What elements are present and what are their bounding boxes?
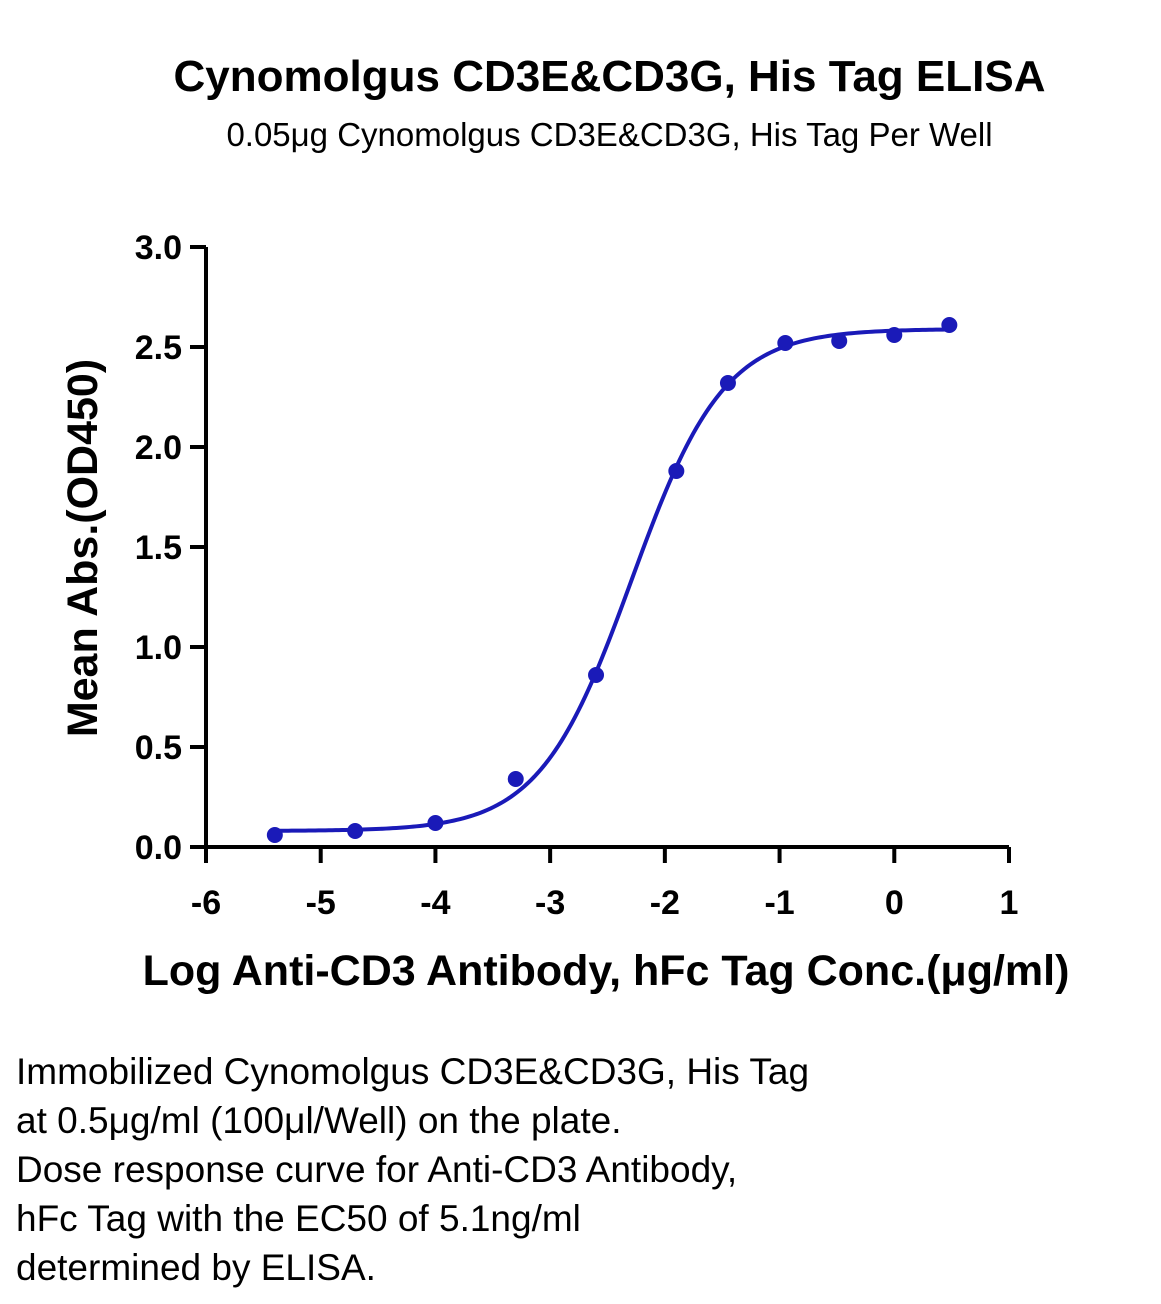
x-tick-label: -3: [535, 884, 565, 922]
y-tick-label: 3.0: [135, 229, 182, 267]
x-tick-label: -1: [764, 884, 794, 922]
elisa-chart: 0.0 0.5 1.0 1.5 2.0 2.5 3.0 -6 -5 -4 -3 -2 -1 0 1 Log …: [59, 229, 1070, 995]
data-point: [588, 667, 605, 683]
y-tick-label: 2.5: [135, 329, 182, 367]
fit-curve-layer: [274, 327, 950, 833]
caption-line: Immobilized Cynomolgus CD3E&CD3G, His Ta…: [16, 1051, 810, 1092]
figure-caption: Immobilized Cynomolgus CD3E&CD3G, His Ta…: [16, 1047, 809, 1292]
data-point: [347, 823, 364, 839]
data-point: [266, 827, 283, 843]
data-point: [719, 375, 736, 391]
x-axis-label: Log Anti-CD3 Antibody, hFc Tag Conc.(μg/…: [143, 947, 1070, 995]
x-tick-label: 0: [885, 884, 904, 922]
x-tick-label: -4: [420, 884, 450, 922]
x-tick-label: -6: [191, 884, 221, 922]
x-tick-label: -2: [650, 884, 680, 922]
fit-curve: [274, 327, 950, 833]
caption-line: hFc Tag with the EC50 of 5.1ng/ml: [16, 1198, 581, 1239]
chart-subtitle: 0.05μg Cynomolgus CD3E&CD3G, His Tag Per…: [226, 116, 993, 153]
x-tick-label: -5: [306, 884, 336, 922]
data-point: [777, 335, 794, 351]
caption-line: determined by ELISA.: [16, 1247, 376, 1288]
y-tick-label: 1.5: [135, 529, 182, 567]
x-tick-label: 1: [1000, 884, 1019, 922]
chart-title: Cynomolgus CD3E&CD3G, His Tag ELISA: [173, 52, 1046, 101]
data-points-layer: [266, 317, 958, 843]
caption-line: Dose response curve for Anti-CD3 Antibod…: [16, 1149, 738, 1190]
y-tick-label: 1.0: [135, 629, 182, 667]
data-point: [941, 317, 958, 333]
data-point: [668, 463, 685, 479]
caption-line: at 0.5μg/ml (100μl/Well) on the plate.: [16, 1100, 622, 1141]
y-tick-label: 2.0: [135, 429, 182, 467]
data-point: [831, 333, 848, 349]
y-tick-label: 0.5: [135, 729, 182, 767]
data-point: [507, 771, 524, 787]
data-point: [886, 327, 903, 343]
data-point: [427, 815, 444, 831]
y-axis-label: Mean Abs.(OD450): [59, 359, 107, 737]
y-tick-label: 0.0: [135, 829, 182, 867]
chart-axes: 0.0 0.5 1.0 1.5 2.0 2.5 3.0 -6 -5 -4 -3 -2 -1 0 1: [135, 229, 1019, 922]
